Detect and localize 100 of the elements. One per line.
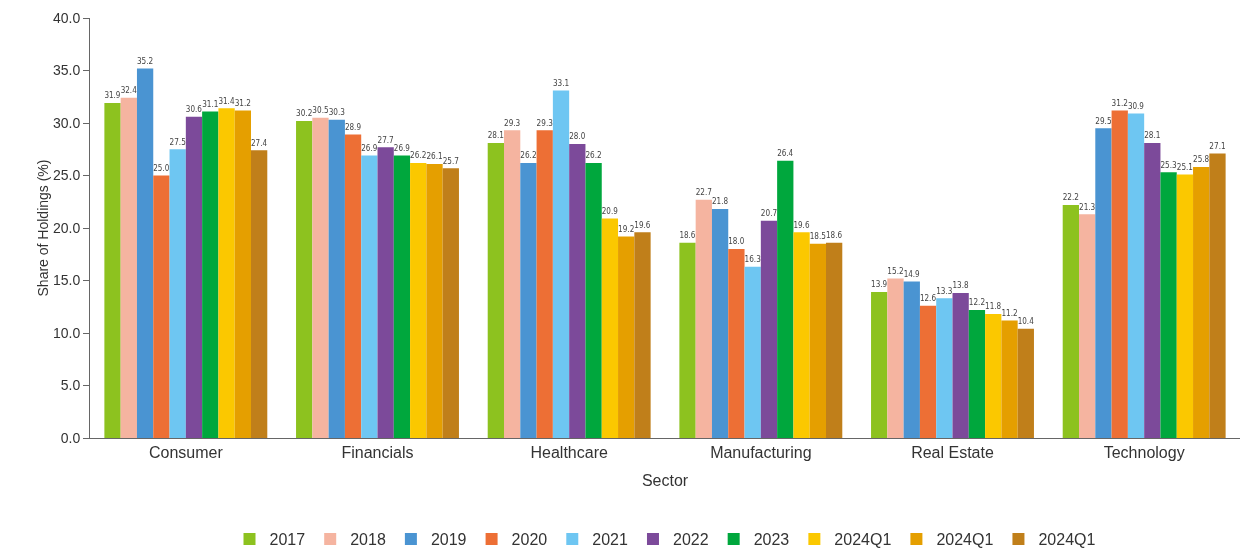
bar — [504, 130, 521, 438]
bar — [169, 149, 186, 438]
data-label: 33.1 — [552, 77, 570, 88]
data-label: 30.2 — [296, 108, 313, 119]
data-label: 29.3 — [536, 117, 554, 128]
data-label: 18.6 — [826, 231, 843, 241]
x-tick-label: Healthcare — [530, 444, 608, 462]
bar — [887, 278, 904, 438]
bar — [104, 103, 121, 438]
data-label: 27.7 — [377, 134, 395, 145]
bar — [153, 175, 170, 438]
bar — [711, 209, 729, 438]
bar — [361, 155, 378, 438]
legend-label: 2020 — [511, 531, 548, 549]
bar — [234, 110, 251, 438]
data-label: 19.2 — [618, 223, 635, 234]
legend-label: 2022 — [672, 531, 709, 549]
bar — [1127, 113, 1145, 438]
data-label: 25.8 — [1193, 155, 1210, 165]
bar — [744, 266, 761, 438]
x-tick-label: Consumer — [148, 444, 224, 462]
bar — [202, 111, 219, 438]
x-tick-label: Technology — [1103, 444, 1185, 462]
bar — [377, 147, 394, 438]
x-axis-title: Sector — [641, 471, 689, 489]
bar — [1001, 320, 1018, 438]
bar — [1111, 110, 1128, 438]
bar — [952, 293, 969, 438]
bar — [344, 134, 362, 438]
bar — [1017, 328, 1034, 438]
data-label: 22.7 — [695, 187, 713, 198]
data-label: 10.4 — [1017, 317, 1035, 327]
data-label: 28.1 — [1144, 130, 1161, 141]
legend-label: 2024Q1 — [936, 531, 994, 549]
y-tick-label: 0.0 — [60, 429, 81, 446]
bar — [695, 199, 712, 438]
bar — [536, 130, 553, 438]
bar — [936, 298, 953, 438]
bar — [634, 232, 651, 438]
bar — [903, 281, 920, 438]
bar — [793, 232, 810, 438]
legend-label: 2019 — [430, 531, 467, 549]
data-label: 11.2 — [1001, 307, 1018, 318]
bar — [871, 292, 888, 438]
data-label: 25.3 — [1160, 159, 1178, 170]
data-label: 29.5 — [1095, 115, 1112, 126]
data-label: 26.2 — [585, 150, 602, 161]
y-tick-label: 40.0 — [52, 9, 81, 26]
data-label: 30.5 — [312, 105, 329, 116]
data-label: 25.0 — [153, 163, 170, 173]
data-label: 12.2 — [968, 297, 986, 308]
data-label: 16.3 — [744, 254, 762, 265]
x-tick-label: Manufacturing — [710, 444, 812, 462]
legend-label: 2021 — [592, 531, 628, 549]
data-label: 13.3 — [936, 285, 953, 296]
y-tick-label: 35.0 — [52, 62, 81, 79]
data-label: 19.6 — [634, 220, 651, 230]
x-tick-label: Real Estate — [911, 444, 994, 462]
data-label: 18.0 — [728, 237, 745, 247]
data-label: 25.7 — [442, 155, 460, 166]
data-label: 27.4 — [251, 138, 268, 148]
data-label: 13.9 — [871, 280, 888, 290]
data-label: 20.7 — [760, 208, 778, 219]
data-label: 30.9 — [1127, 101, 1145, 111]
bar — [312, 117, 329, 438]
bar — [601, 218, 619, 438]
data-label: 21.8 — [711, 197, 729, 207]
data-label: 21.3 — [1079, 201, 1096, 212]
data-label: 26.2 — [520, 150, 537, 161]
bar — [487, 142, 504, 438]
data-label: 31.2 — [234, 97, 251, 108]
data-label: 26.4 — [777, 149, 794, 159]
bar — [585, 162, 602, 438]
y-tick-label: 30.0 — [52, 114, 81, 131]
bar — [1062, 204, 1079, 438]
data-label: 30.6 — [185, 105, 203, 115]
data-label: 26.9 — [361, 143, 378, 153]
bar — [777, 160, 794, 438]
data-label: 11.8 — [985, 302, 1002, 312]
data-label: 31.4 — [218, 96, 235, 106]
bar — [410, 162, 427, 438]
data-label: 31.2 — [1111, 97, 1128, 108]
data-label: 27.1 — [1209, 140, 1226, 151]
data-label: 31.9 — [104, 91, 121, 101]
bar — [728, 249, 745, 438]
data-label: 28.1 — [487, 130, 504, 141]
bar — [442, 168, 459, 438]
data-label: 18.5 — [809, 231, 827, 242]
bar — [618, 236, 635, 438]
bar — [1176, 174, 1194, 438]
legend-label: 2023 — [753, 531, 790, 549]
legend-label: 2024Q1 — [834, 531, 892, 549]
data-label: 26.9 — [393, 143, 411, 153]
bar — [552, 90, 570, 438]
legend-label: 2017 — [269, 531, 306, 549]
bar — [120, 97, 137, 438]
y-tick-label: 20.0 — [52, 219, 81, 236]
bar — [1160, 172, 1177, 438]
data-label: 30.3 — [328, 107, 346, 118]
data-label: 26.2 — [410, 150, 427, 161]
